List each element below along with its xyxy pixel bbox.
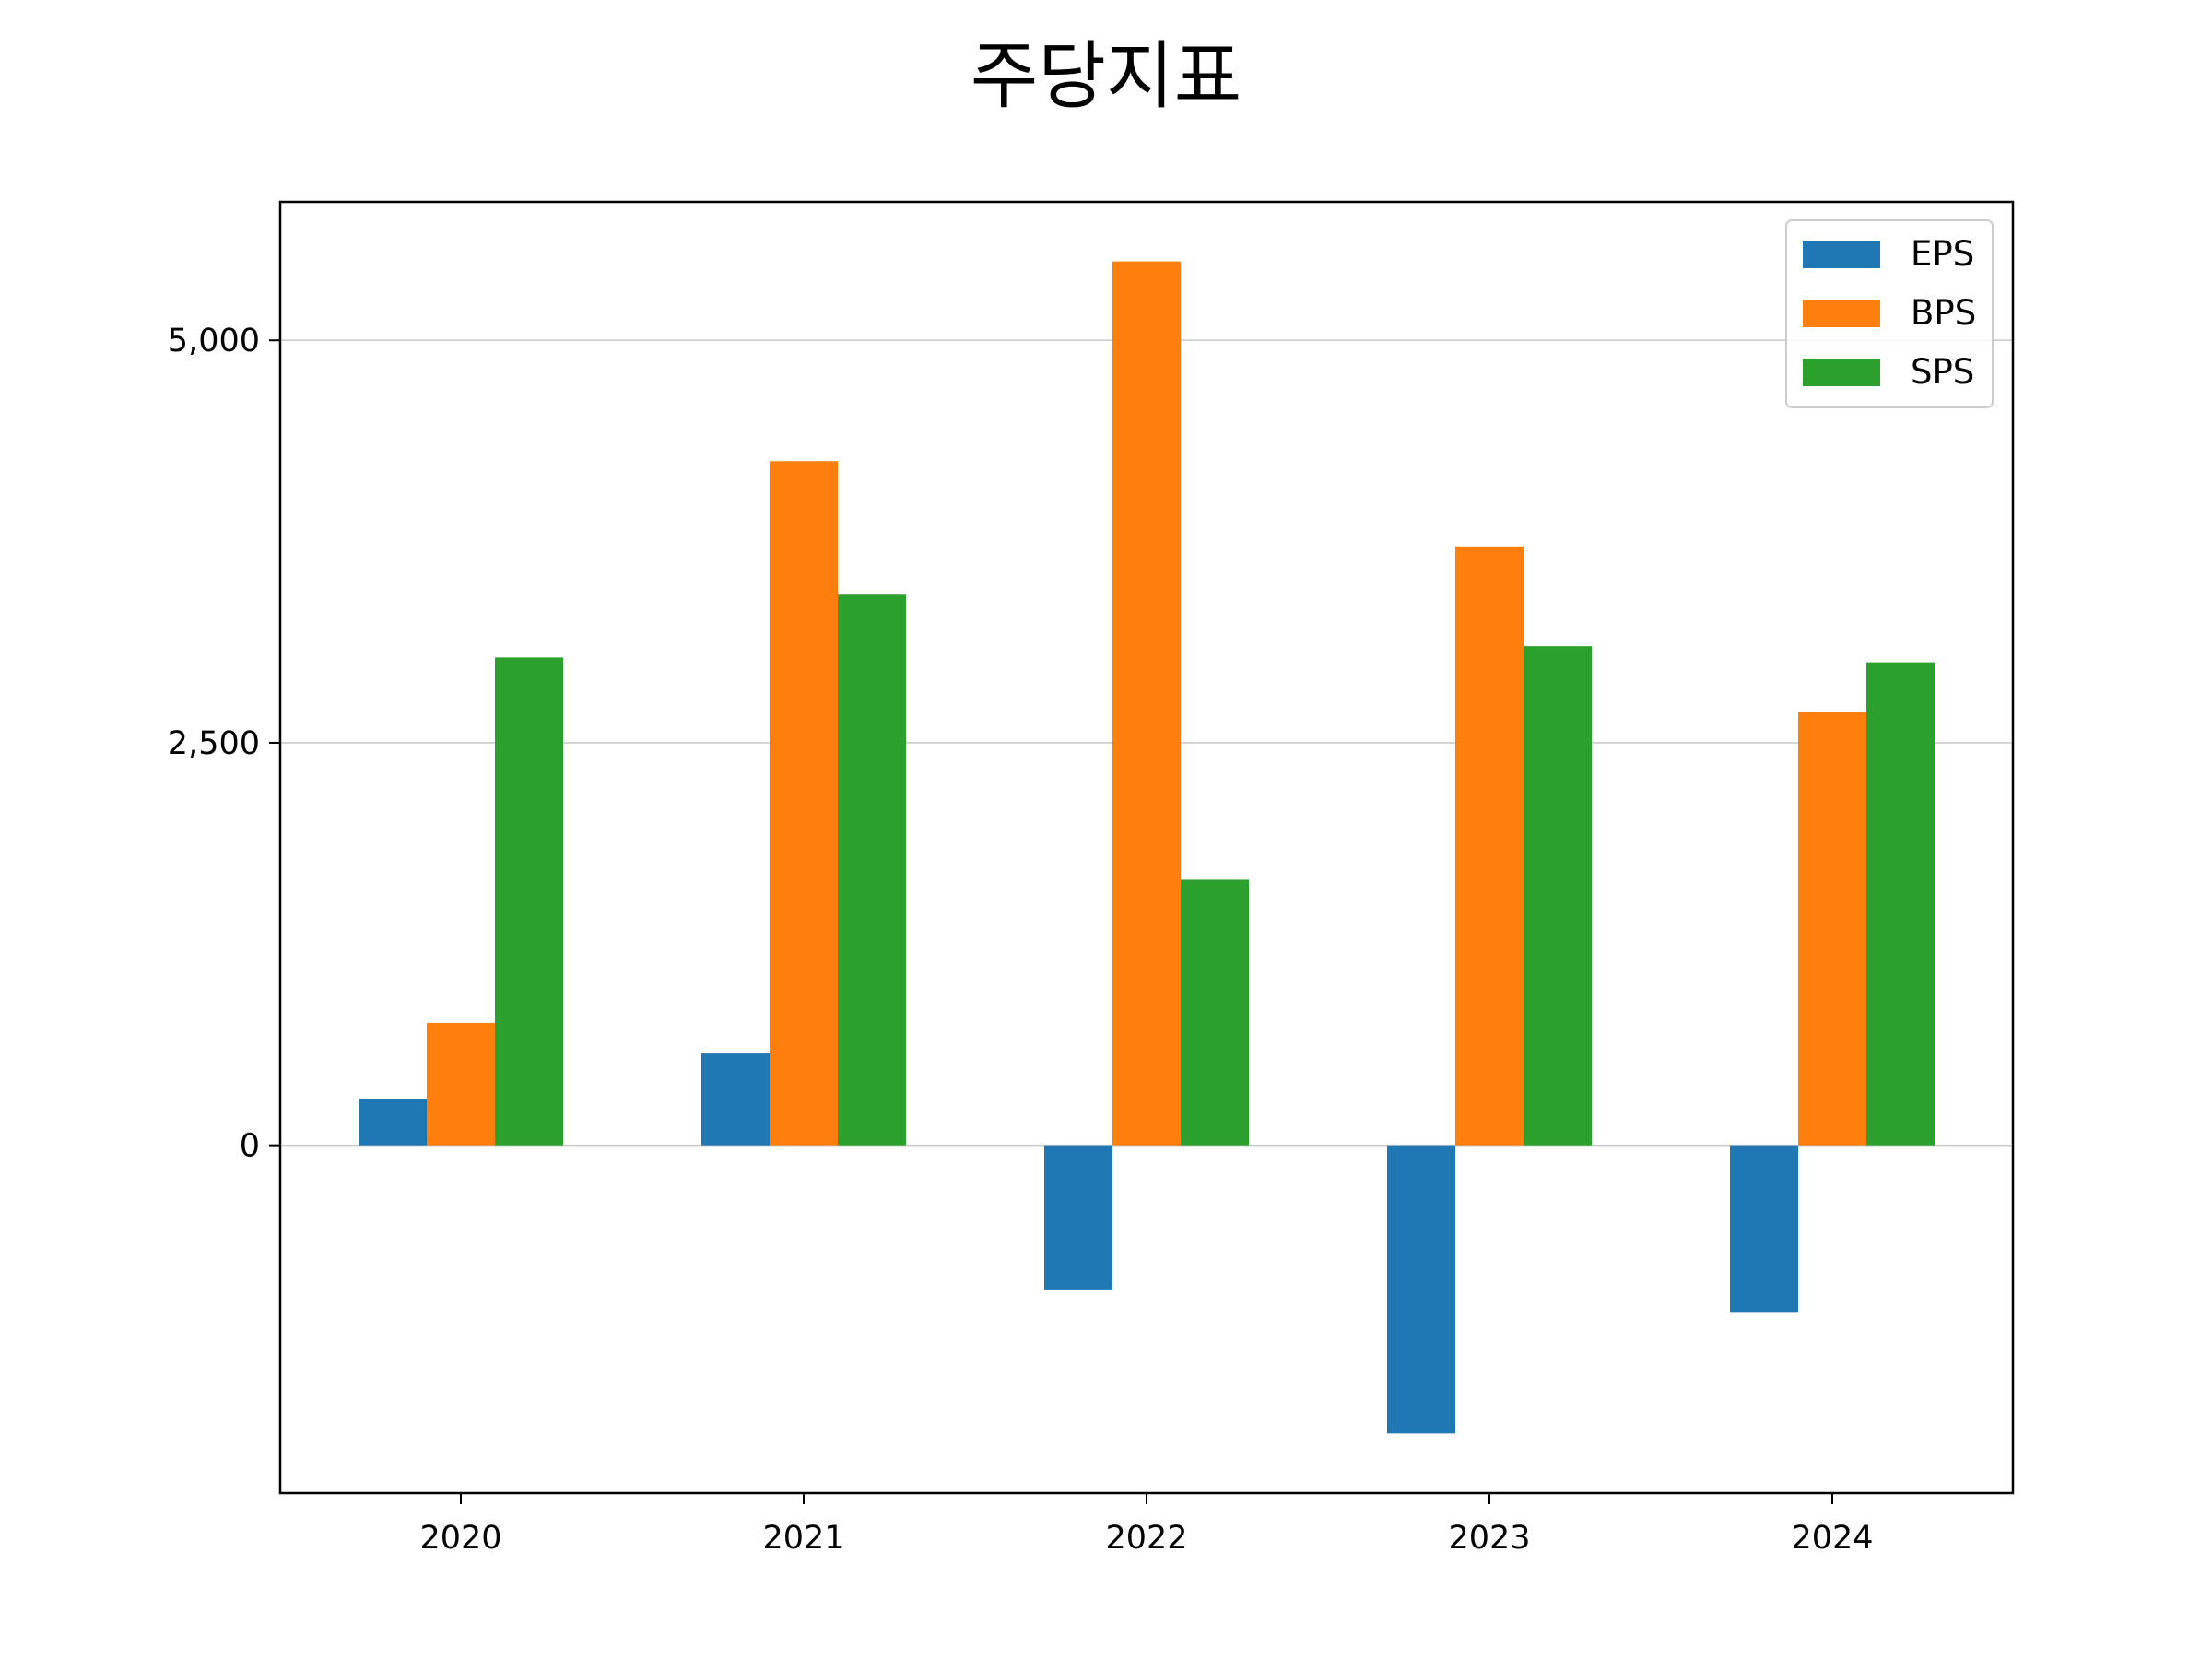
legend: EPS BPS SPS xyxy=(1785,219,1994,408)
x-tick-label-3: 2023 xyxy=(1448,1520,1530,1557)
bar-sps-2023 xyxy=(1524,646,1592,1146)
bar-bps-2022 xyxy=(1112,261,1181,1146)
x-tick-label-0: 2020 xyxy=(419,1520,501,1557)
x-axis: 2020 2021 2022 2023 2024 xyxy=(419,1493,1874,1557)
y-axis: 0 2,500 5,000 xyxy=(168,323,280,1165)
legend-swatch-eps xyxy=(1803,241,1880,268)
x-tick-label-1: 2021 xyxy=(762,1520,844,1557)
bar-sps-2020 xyxy=(495,657,563,1146)
legend-label-sps: SPS xyxy=(1911,352,1974,392)
y-tick-label-0: 0 xyxy=(240,1128,260,1165)
bar-bps-2021 xyxy=(770,461,838,1146)
x-tick-label-4: 2024 xyxy=(1791,1520,1873,1557)
legend-label-bps: BPS xyxy=(1911,293,1976,333)
y-tick-label-2: 5,000 xyxy=(168,323,260,359)
legend-swatch-sps xyxy=(1803,359,1880,386)
y-tick-label-1: 2,500 xyxy=(168,725,260,762)
bar-sps-2024 xyxy=(1866,662,1935,1146)
bars xyxy=(359,261,1935,1434)
bar-bps-2020 xyxy=(427,1022,495,1146)
legend-label-eps: EPS xyxy=(1911,234,1974,274)
bar-eps-2022 xyxy=(1044,1145,1112,1290)
bar-eps-2024 xyxy=(1730,1145,1798,1313)
chart-title: 주당지표 xyxy=(970,33,1242,119)
bar-bps-2024 xyxy=(1798,712,1866,1146)
bar-sps-2022 xyxy=(1181,879,1249,1146)
legend-swatch-bps xyxy=(1803,300,1880,327)
bar-sps-2021 xyxy=(838,594,906,1146)
bar-bps-2023 xyxy=(1455,546,1524,1146)
bar-eps-2023 xyxy=(1387,1145,1455,1434)
x-tick-label-2: 2022 xyxy=(1105,1520,1187,1557)
bar-eps-2021 xyxy=(701,1053,770,1146)
bar-eps-2020 xyxy=(359,1099,427,1146)
